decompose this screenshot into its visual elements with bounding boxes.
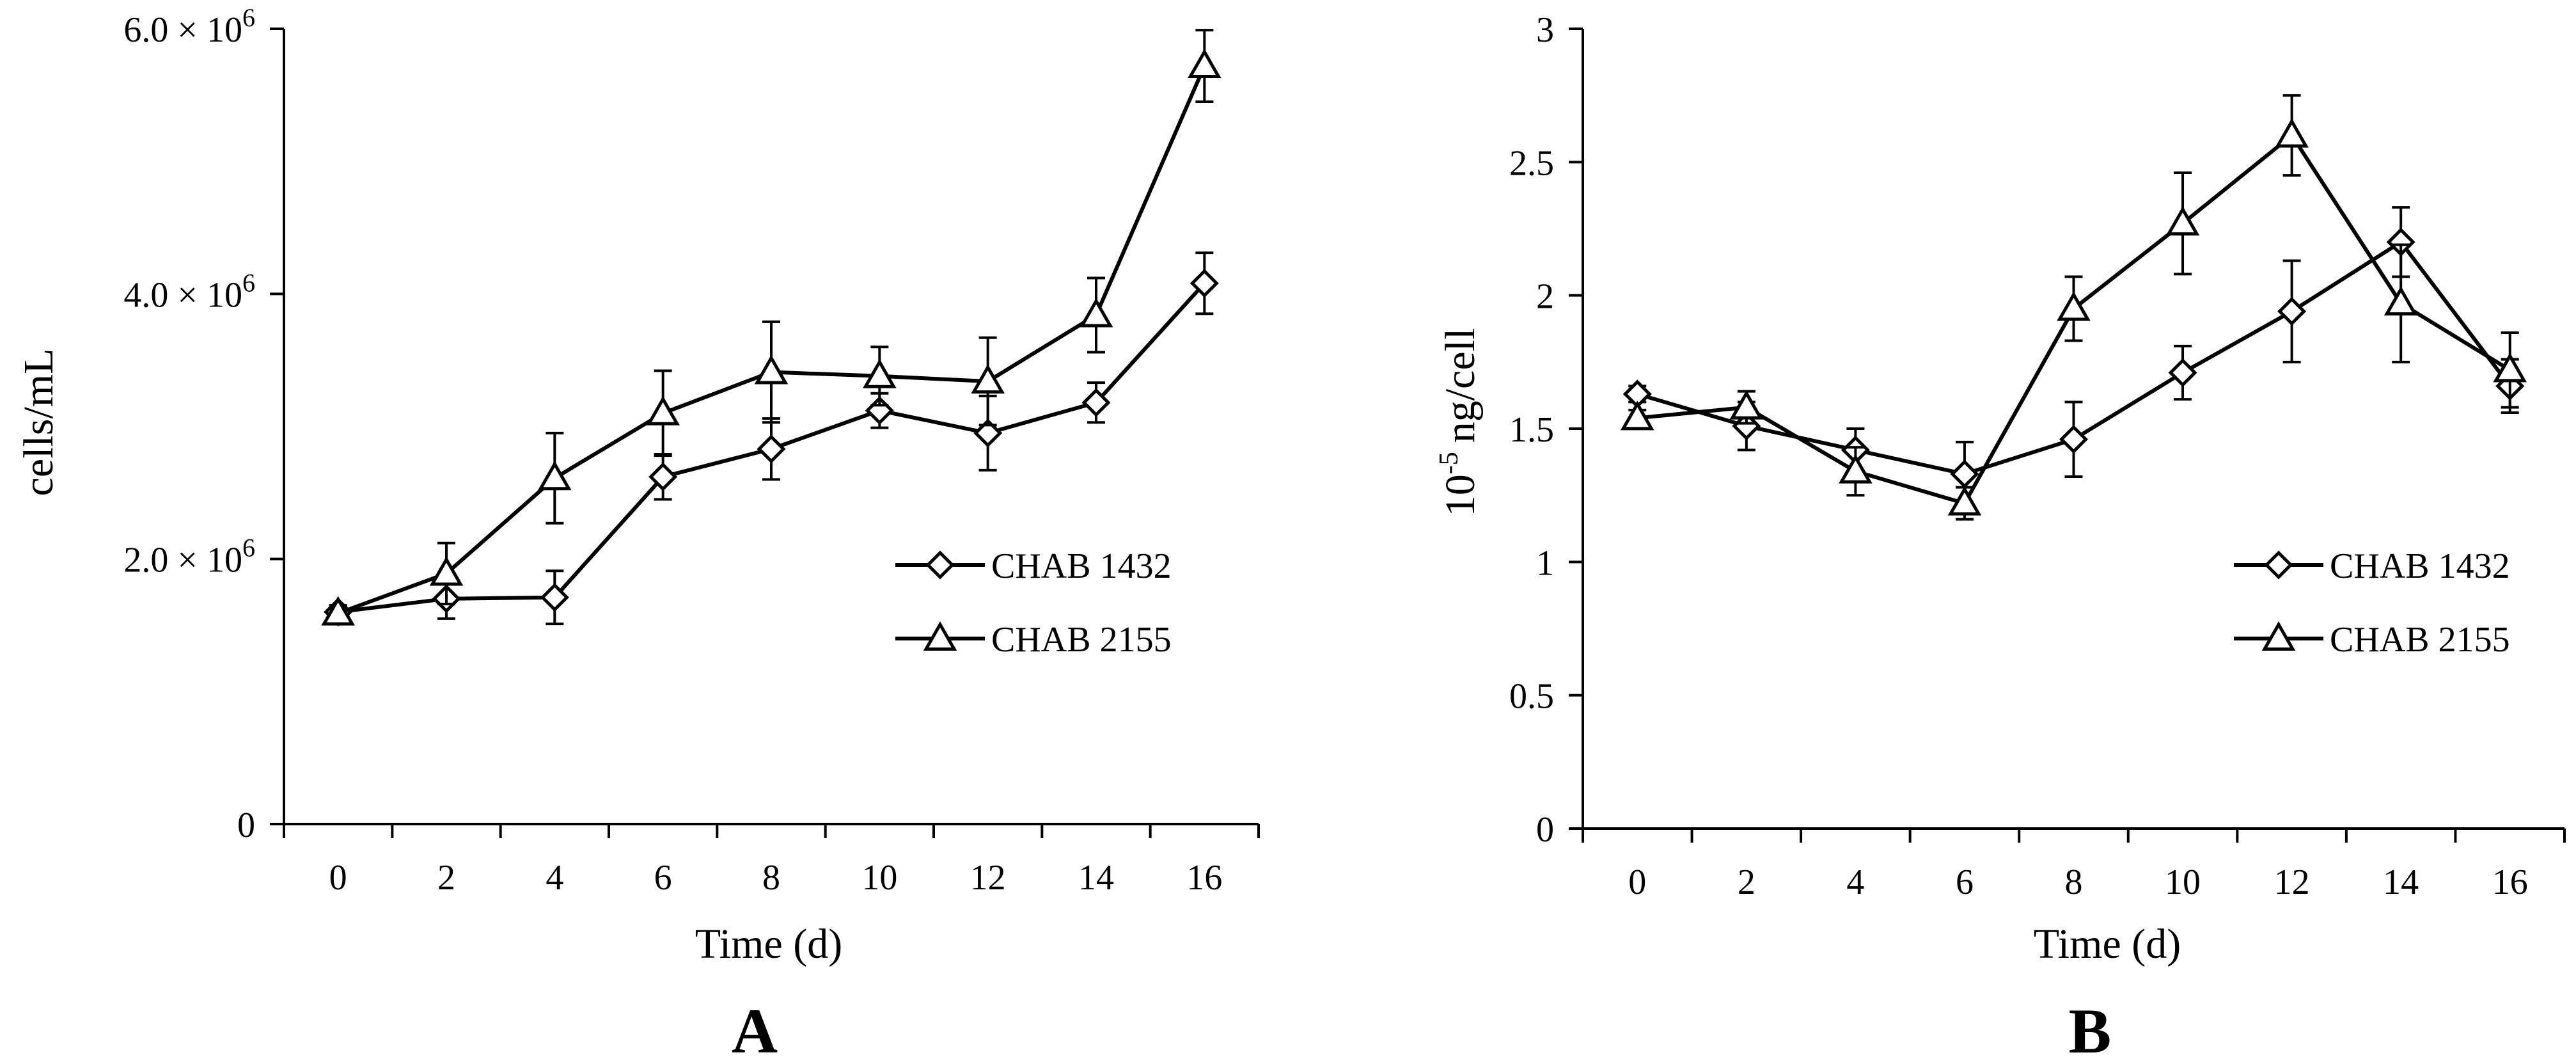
- legend-label: CHAB 2155: [991, 620, 1172, 660]
- x-tick-label: 6: [1956, 862, 1974, 902]
- data-point: [2275, 118, 2309, 148]
- x-tick-label: 12: [2274, 862, 2310, 902]
- data-point: [648, 462, 678, 491]
- y-tick-label: 2.5: [1509, 143, 1554, 183]
- legend-label: CHAB 1432: [991, 546, 1172, 586]
- data-point: [863, 358, 897, 388]
- data-point: [2057, 291, 2091, 321]
- y-axis-title-unit: ng/cell: [1437, 328, 1484, 443]
- y-tick-label: 2: [1536, 277, 1554, 317]
- data-point: [971, 364, 1005, 394]
- x-tick-label: 8: [2065, 862, 2083, 902]
- data-point: [1079, 298, 1113, 328]
- x-tick-label: 8: [762, 858, 780, 898]
- x-tick-label: 4: [1846, 862, 1864, 902]
- legend-entry: CHAB 2155: [895, 620, 1172, 660]
- data-point: [646, 395, 680, 425]
- data-point: [1190, 269, 1219, 298]
- data-point: [1732, 411, 1761, 441]
- y-axis-title: 10-5 ng/cell: [1434, 328, 1484, 517]
- series-diamond: [1622, 206, 2525, 507]
- series-triangle: [1620, 94, 2527, 521]
- data-point: [973, 418, 1003, 448]
- data-point: [1188, 48, 1221, 79]
- data-point: [321, 596, 355, 626]
- data-point: [2493, 353, 2527, 383]
- data-point: [757, 434, 786, 464]
- data-point: [1839, 454, 1873, 484]
- x-tick-label: 2: [1738, 862, 1755, 902]
- series-triangle: [321, 29, 1221, 626]
- x-tick-label: 0: [1628, 862, 1646, 902]
- data-point: [1950, 459, 1979, 489]
- data-point: [1081, 388, 1111, 417]
- y-tick-label: 4.0 × 106: [123, 268, 255, 315]
- x-tick-label: 14: [2383, 862, 2419, 902]
- x-axis-title: Time (d): [2034, 921, 2181, 967]
- data-point: [2059, 425, 2089, 454]
- data-point: [754, 354, 789, 385]
- y-tick-label: 1: [1536, 543, 1554, 583]
- legend-entry: CHAB 1432: [895, 546, 1172, 586]
- x-tick-label: 14: [1078, 858, 1114, 898]
- y-tick-label: 0: [1536, 810, 1554, 850]
- panel-label: A: [732, 996, 778, 1061]
- y-tick-label: 0.5: [1509, 677, 1554, 717]
- legend-entry: CHAB 2155: [2234, 620, 2510, 660]
- x-tick-label: 12: [970, 858, 1006, 898]
- data-point: [538, 461, 572, 491]
- data-point: [2384, 286, 2418, 316]
- y-tick-label: 0: [237, 806, 255, 845]
- data-point: [2277, 297, 2307, 326]
- data-point: [2165, 206, 2200, 236]
- x-axis-title: Time (d): [695, 921, 842, 967]
- legend-label: CHAB 2155: [2330, 620, 2510, 660]
- y-tick-label: 3: [1536, 10, 1554, 50]
- legend-marker: [2264, 550, 2293, 580]
- x-tick-label: 10: [861, 858, 897, 898]
- data-point: [1729, 390, 1764, 420]
- y-axis-title-prefix: 10: [1437, 474, 1484, 516]
- panel-label: B: [2069, 996, 2112, 1061]
- y-axis-title: cells/mL: [15, 349, 62, 496]
- data-point: [429, 556, 464, 586]
- y-axis-title-exponent: -5: [1434, 452, 1464, 474]
- y-tick-label: 6.0 × 106: [123, 3, 255, 50]
- legend-entry: CHAB 1432: [2234, 546, 2510, 586]
- legend-label: CHAB 1432: [2330, 546, 2510, 586]
- data-point: [1947, 486, 1982, 516]
- x-tick-label: 0: [329, 858, 347, 898]
- legend-marker: [923, 621, 957, 651]
- data-point: [2168, 358, 2197, 388]
- legend-marker: [2261, 621, 2296, 651]
- x-tick-label: 6: [654, 858, 672, 898]
- panel-a: cells/mL Time (d) A 0 2.0 × 106 4.0 × 106 6…: [15, 3, 1260, 1064]
- legend-marker: [925, 550, 955, 580]
- panel-b: 10-5ng/cell Time (d) B 00.511.522.530 2 4 6…: [1434, 10, 2566, 1064]
- y-tick-label: 1.5: [1509, 410, 1554, 450]
- y-tick-label: 2.0 × 106: [123, 534, 255, 580]
- x-tick-label: 10: [2165, 862, 2201, 902]
- x-tick-label: 16: [1186, 858, 1222, 898]
- data-point: [1620, 401, 1654, 431]
- data-point: [540, 583, 569, 612]
- x-tick-label: 2: [437, 858, 455, 898]
- x-tick-label: 4: [546, 858, 563, 898]
- x-tick-label: 16: [2492, 862, 2528, 902]
